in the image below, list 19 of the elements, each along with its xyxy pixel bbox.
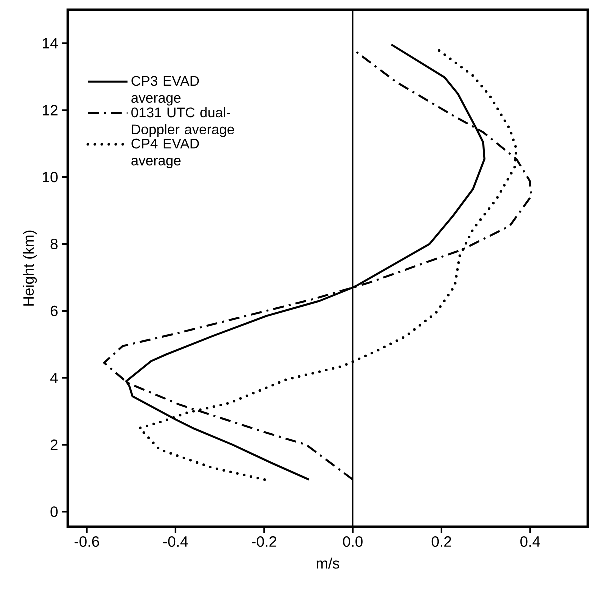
legend-label: 0131 UTC dual-Doppler average bbox=[132, 107, 234, 138]
x-tick-label: 0.4 bbox=[520, 536, 540, 548]
y-tick-label: 4 bbox=[50, 372, 58, 384]
legend-label: CP3 EVAD average bbox=[132, 76, 200, 106]
y-tick-label: 8 bbox=[50, 238, 58, 250]
y-tick-label: 6 bbox=[50, 306, 58, 316]
y-tick-label: 2 bbox=[50, 440, 58, 450]
x-tick-label: -0.2 bbox=[252, 536, 277, 548]
x-tick-label: 0.0 bbox=[343, 536, 363, 548]
x-tick-label: 0.2 bbox=[432, 536, 452, 548]
x-tick-label: -0.4 bbox=[164, 536, 188, 548]
y-tick-label: 10 bbox=[43, 172, 58, 183]
y-tick-label: 12 bbox=[43, 105, 58, 116]
y-tick-label: 0 bbox=[50, 506, 58, 518]
x-axis-title: m/s bbox=[316, 558, 340, 569]
y-tick-label: 14 bbox=[43, 38, 58, 49]
y-axis-title: Height (km) bbox=[23, 230, 38, 306]
x-tick-label: -0.6 bbox=[74, 536, 100, 548]
legend-label: CP4 EVAD average bbox=[132, 138, 200, 168]
